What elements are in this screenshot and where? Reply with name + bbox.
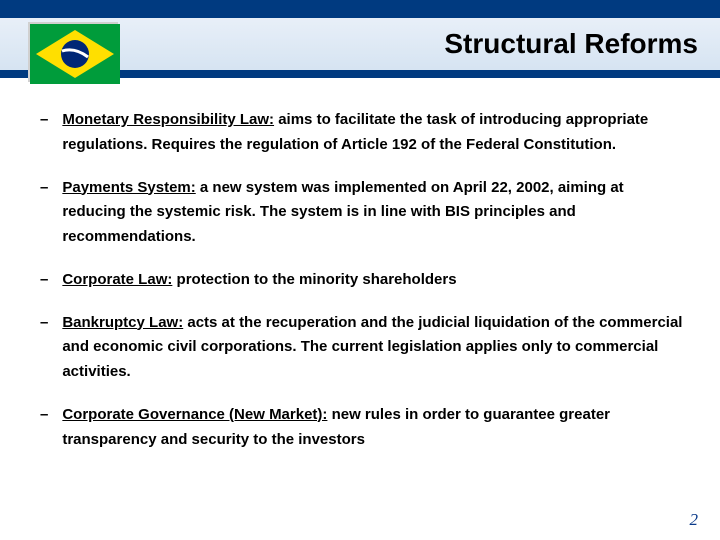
bullet-lead: Monetary Responsibility Law:	[62, 111, 274, 128]
list-item: – Monetary Responsibility Law: aims to f…	[40, 108, 690, 158]
slide-body: – Monetary Responsibility Law: aims to f…	[0, 78, 720, 452]
slide-title: Structural Reforms	[444, 28, 698, 60]
brazil-flag-icon	[28, 22, 118, 82]
bullet-text: Bankruptcy Law: acts at the recuperation…	[62, 311, 690, 385]
bullet-dash-icon: –	[40, 268, 48, 293]
bullet-lead: Corporate Governance (New Market):	[62, 406, 327, 423]
list-item: – Bankruptcy Law: acts at the recuperati…	[40, 311, 690, 385]
slide-header: Structural Reforms	[0, 0, 720, 78]
list-item: – Corporate Governance (New Market): new…	[40, 403, 690, 453]
bullet-lead: Corporate Law:	[62, 271, 172, 288]
bullet-text: Corporate Governance (New Market): new r…	[62, 403, 690, 453]
page-number: 2	[690, 510, 699, 530]
bullet-dash-icon: –	[40, 176, 48, 250]
bullet-text: Payments System: a new system was implem…	[62, 176, 690, 250]
bullet-text: Monetary Responsibility Law: aims to fac…	[62, 108, 690, 158]
header-top-stripe	[0, 0, 720, 18]
list-item: – Payments System: a new system was impl…	[40, 176, 690, 250]
bullet-lead: Bankruptcy Law:	[62, 314, 183, 331]
bullet-text: Corporate Law: protection to the minorit…	[62, 268, 456, 293]
list-item: – Corporate Law: protection to the minor…	[40, 268, 690, 293]
bullet-rest: protection to the minority shareholders	[172, 271, 456, 288]
bullet-dash-icon: –	[40, 403, 48, 453]
bullet-dash-icon: –	[40, 108, 48, 158]
bullet-lead: Payments System:	[62, 179, 195, 196]
bullet-dash-icon: –	[40, 311, 48, 385]
